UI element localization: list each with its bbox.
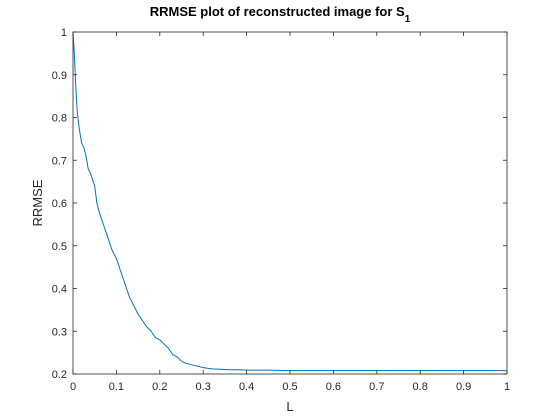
y-tick-label: 0.8 xyxy=(52,113,67,125)
y-tick-label: 1 xyxy=(61,27,67,39)
chart-title-subscript: 1 xyxy=(405,14,411,25)
y-tick-label: 0.2 xyxy=(52,369,67,381)
ticks-layer: 0 0.1 0.2 0.3 0.4 0.5 0.6 0.7 0.8 0.9 1 0.2 0.3 0.4 0.… xyxy=(52,27,510,393)
y-tick-label: 0.4 xyxy=(52,284,67,296)
plot-frame xyxy=(72,31,508,375)
x-tick-label: 0.8 xyxy=(413,381,428,393)
y-axis-label: RRMSE xyxy=(30,179,45,226)
series-line xyxy=(72,31,507,372)
x-tick-label: 0.3 xyxy=(196,381,211,393)
x-tick-label: 0.1 xyxy=(109,381,124,393)
chart-title-main: RRMSE plot of reconstructed image for S xyxy=(150,4,405,19)
y-tick-label: 0.5 xyxy=(52,241,67,253)
x-tick-label: 0.5 xyxy=(282,381,297,393)
x-tick-label: 0.9 xyxy=(456,381,471,393)
x-tick-label: 0 xyxy=(70,381,76,393)
x-tick-label: 0.4 xyxy=(239,381,254,393)
chart-title: RRMSE plot of reconstructed image for S1 xyxy=(150,4,411,25)
series-layer xyxy=(72,31,507,372)
y-tick-label: 0.7 xyxy=(52,155,67,167)
x-axis-label: L xyxy=(286,399,293,414)
y-tick-label: 0.6 xyxy=(52,198,67,210)
y-tick-label: 0.3 xyxy=(52,326,67,338)
plot-area xyxy=(73,32,507,374)
x-tick-label: 1 xyxy=(504,381,510,393)
x-tick-label: 0.6 xyxy=(326,381,341,393)
x-tick-label: 0.7 xyxy=(369,381,384,393)
x-tick-label: 0.2 xyxy=(152,381,167,393)
y-tick-label: 0.9 xyxy=(52,70,67,82)
